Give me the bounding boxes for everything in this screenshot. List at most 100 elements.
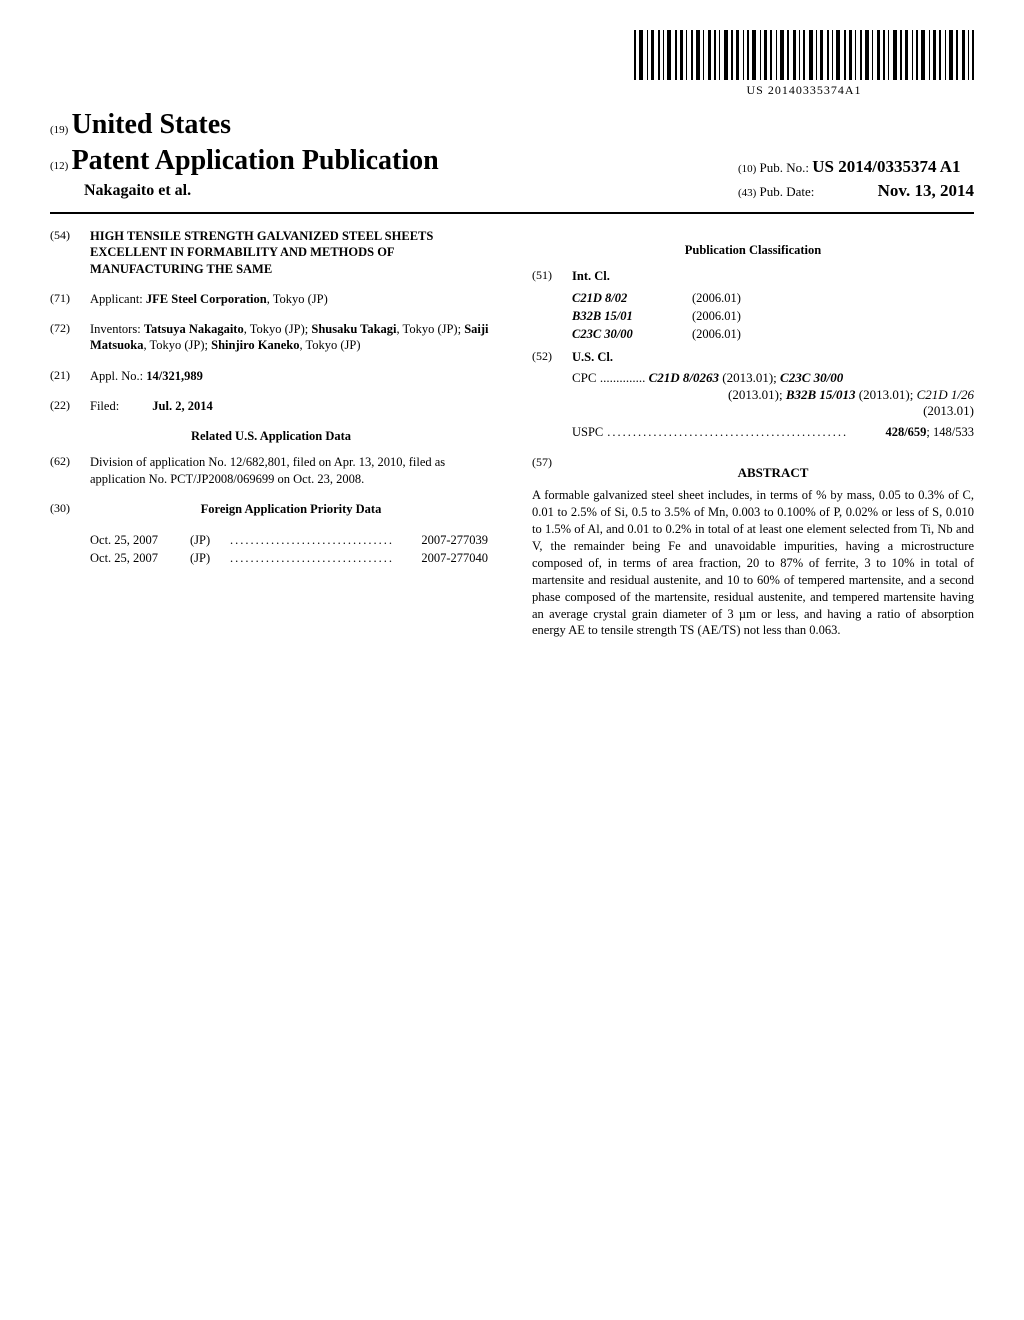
cpc-year: (2013.01); [856, 387, 917, 402]
inv2-loc: , Tokyo (JP); [397, 322, 465, 336]
inventor-2: Shusaku Takagi [311, 322, 396, 336]
inventor-1: Tatsuya Nakagaito [144, 322, 244, 336]
priority-cc: (JP) [190, 549, 230, 567]
filed-value: Jul. 2, 2014 [152, 399, 212, 413]
applicant-label: Applicant: [90, 292, 143, 306]
cpc-prefix: CPC .............. [572, 370, 645, 385]
pubno-value: US 2014/0335374 A1 [812, 157, 960, 176]
code-30: (30) [50, 501, 90, 517]
field-30: (30) Foreign Application Priority Data [50, 501, 492, 517]
barcode-graphic [634, 30, 974, 80]
barcode-block: US 20140335374A1 [634, 30, 974, 99]
country-name: United States [72, 109, 231, 140]
uspc-dots [603, 424, 885, 440]
cpc-code: C21D 1/26 [917, 387, 974, 402]
priority-row: Oct. 25, 2007 (JP) 2007-277040 [90, 549, 492, 567]
related-heading: Related U.S. Application Data [50, 428, 492, 444]
priority-row: Oct. 25, 2007 (JP) 2007-277039 [90, 531, 492, 549]
field-51: (51) Int. Cl. [532, 268, 974, 284]
inventors-label: Inventors: [90, 322, 141, 336]
pubdate-value: Nov. 13, 2014 [878, 181, 974, 200]
inv4-loc: , Tokyo (JP) [299, 338, 360, 352]
applicant-loc: , Tokyo (JP) [267, 292, 328, 306]
left-column: (54) HIGH TENSILE STRENGTH GALVANIZED ST… [50, 228, 492, 639]
barcode-region: US 20140335374A1 [50, 30, 974, 99]
field-21: (21) Appl. No.: 14/321,989 [50, 368, 492, 384]
cpc-year: (2013.01); [719, 370, 780, 385]
intcl-row: C23C 30/00 (2006.01) [572, 325, 974, 343]
uscl-label: U.S. Cl. [572, 349, 974, 365]
intcl-code: C23C 30/00 [572, 325, 692, 343]
applno-value: 14/321,989 [146, 369, 203, 383]
inv1-loc: , Tokyo (JP); [244, 322, 312, 336]
field-62: (62) Division of application No. 12/682,… [50, 454, 492, 487]
priority-dots [230, 531, 414, 549]
field-71: (71) Applicant: JFE Steel Corporation, T… [50, 291, 492, 307]
code-71: (71) [50, 291, 90, 307]
cpc-code: C23C 30/00 [780, 370, 843, 385]
right-column: Publication Classification (51) Int. Cl.… [532, 228, 974, 639]
intcl-row: B32B 15/01 (2006.01) [572, 307, 974, 325]
code-57: (57) [532, 455, 572, 488]
priority-date: Oct. 25, 2007 [90, 549, 190, 567]
uspc-secondary: ; 148/533 [926, 425, 974, 439]
cpc-year: (2013.01); [728, 387, 786, 402]
cpc-code: B32B 15/013 [786, 387, 856, 402]
intcl-label: Int. Cl. [572, 268, 974, 284]
intcl-code: C21D 8/02 [572, 289, 692, 307]
cpc-line: CPC .............. C21D 8/0263 (2013.01)… [572, 370, 974, 387]
priority-num: 2007-277039 [414, 531, 492, 549]
header-right: (10) Pub. No.: US 2014/0335374 A1 (43) P… [738, 156, 974, 202]
code-19: (19) [50, 124, 68, 136]
intcl-code: B32B 15/01 [572, 307, 692, 325]
priority-cc: (JP) [190, 531, 230, 549]
pubdate-label: Pub. Date: [760, 184, 815, 199]
priority-dots [230, 549, 414, 567]
code-12: (12) [50, 160, 68, 172]
applno-label: Appl. No.: [90, 369, 143, 383]
priority-date: Oct. 25, 2007 [90, 531, 190, 549]
field-72: (72) Inventors: Tatsuya Nakagaito, Tokyo… [50, 321, 492, 354]
main-two-columns: (54) HIGH TENSILE STRENGTH GALVANIZED ST… [50, 228, 974, 639]
code-52: (52) [532, 349, 572, 365]
cpc-year-last: (2013.01) [572, 403, 974, 420]
intcl-year: (2006.01) [692, 325, 974, 343]
divider-line [50, 212, 974, 214]
priority-num: 2007-277040 [414, 549, 492, 567]
invention-title: HIGH TENSILE STRENGTH GALVANIZED STEEL S… [90, 228, 492, 277]
pubno-label: Pub. No.: [760, 160, 809, 175]
abstract-body: A formable galvanized steel sheet includ… [532, 487, 974, 639]
uspc-label: USPC [572, 424, 603, 440]
intcl-block: C21D 8/02 (2006.01) B32B 15/01 (2006.01)… [532, 289, 974, 344]
cpc-line-2: (2013.01); B32B 15/013 (2013.01); C21D 1… [572, 387, 974, 404]
uspc-primary: 428/659 [885, 425, 926, 439]
code-72: (72) [50, 321, 90, 354]
field-22: (22) Filed: Jul. 2, 2014 [50, 398, 492, 414]
foreign-priority-heading: Foreign Application Priority Data [90, 501, 492, 517]
code-62: (62) [50, 454, 90, 487]
authors-line: Nakagaito et al. [50, 181, 738, 202]
code-43: (43) [738, 187, 756, 199]
header-left: (19) United States (12) Patent Applicati… [50, 107, 738, 203]
intcl-year: (2006.01) [692, 289, 974, 307]
priority-block: Oct. 25, 2007 (JP) 2007-277039 Oct. 25, … [50, 531, 492, 568]
field-57: (57) ABSTRACT [532, 455, 974, 488]
code-22: (22) [50, 398, 90, 414]
intcl-year: (2006.01) [692, 307, 974, 325]
division-text: Division of application No. 12/682,801, … [90, 454, 492, 487]
code-54: (54) [50, 228, 90, 277]
uspc-row: USPC 428/659; 148/533 [572, 424, 974, 440]
barcode-text: US 20140335374A1 [634, 83, 974, 99]
pub-classification-heading: Publication Classification [532, 242, 974, 258]
publication-title: Patent Application Publication [72, 145, 439, 176]
field-52: (52) U.S. Cl. [532, 349, 974, 365]
inv3-loc: , Tokyo (JP); [143, 338, 211, 352]
header-row: (19) United States (12) Patent Applicati… [50, 107, 974, 203]
cpc-code: C21D 8/0263 [649, 370, 719, 385]
applicant-name: JFE Steel Corporation [146, 292, 267, 306]
field-54: (54) HIGH TENSILE STRENGTH GALVANIZED ST… [50, 228, 492, 277]
filed-label: Filed: [90, 399, 119, 413]
code-10: (10) [738, 163, 756, 175]
cpc-block: CPC .............. C21D 8/0263 (2013.01)… [532, 370, 974, 441]
code-21: (21) [50, 368, 90, 384]
